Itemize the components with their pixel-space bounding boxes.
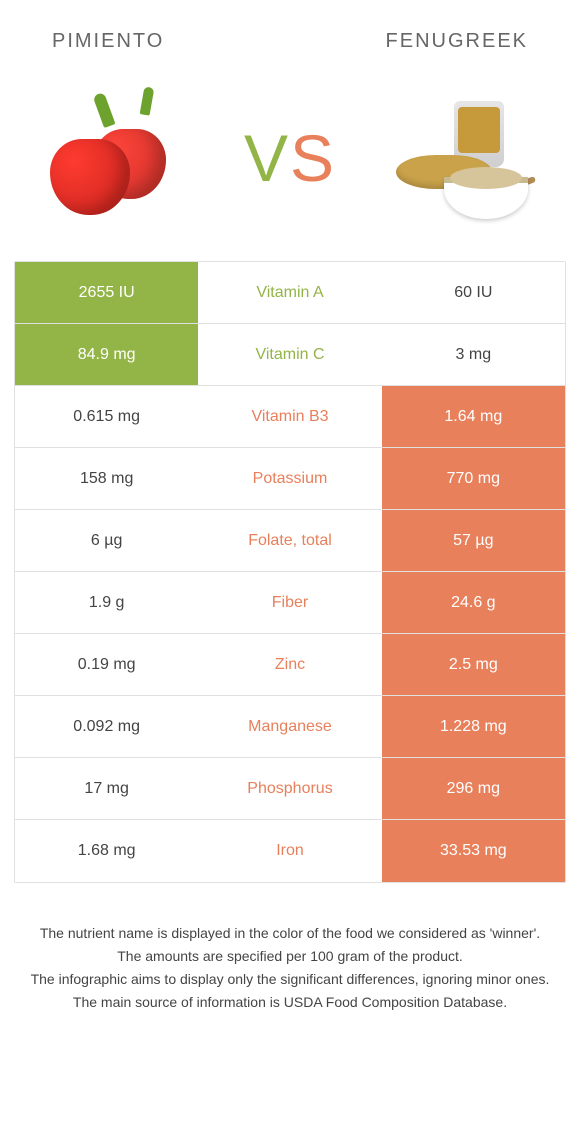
- left-value: 158 mg: [15, 448, 198, 509]
- table-row: 0.092 mgManganese1.228 mg: [15, 696, 565, 758]
- right-value: 1.228 mg: [382, 696, 565, 757]
- table-row: 0.615 mgVitamin B31.64 mg: [15, 386, 565, 448]
- table-row: 158 mgPotassium770 mg: [15, 448, 565, 510]
- right-value: 770 mg: [382, 448, 565, 509]
- right-value: 2.5 mg: [382, 634, 565, 695]
- table-row: 1.68 mgIron33.53 mg: [15, 820, 565, 882]
- footer-line: The nutrient name is displayed in the co…: [18, 923, 562, 944]
- table-row: 6 µgFolate, total57 µg: [15, 510, 565, 572]
- nutrient-name: Potassium: [198, 448, 381, 509]
- footer-notes: The nutrient name is displayed in the co…: [0, 883, 580, 1013]
- right-value: 296 mg: [382, 758, 565, 819]
- nutrient-name: Vitamin C: [198, 324, 381, 385]
- left-value: 1.68 mg: [15, 820, 198, 882]
- right-value: 24.6 g: [382, 572, 565, 633]
- pimiento-image: [38, 83, 188, 233]
- comparison-table: 2655 IUVitamin A60 IU84.9 mgVitamin C3 m…: [14, 261, 566, 883]
- right-value: 1.64 mg: [382, 386, 565, 447]
- right-value: 3 mg: [382, 324, 565, 385]
- left-value: 1.9 g: [15, 572, 198, 633]
- nutrient-name: Zinc: [198, 634, 381, 695]
- table-row: 17 mgPhosphorus296 mg: [15, 758, 565, 820]
- fenugreek-image: [392, 83, 542, 233]
- header: Pimiento Fenugreek: [0, 0, 580, 63]
- nutrient-name: Manganese: [198, 696, 381, 757]
- footer-line: The infographic aims to display only the…: [18, 969, 562, 990]
- nutrient-name: Phosphorus: [198, 758, 381, 819]
- food-right-name: Fenugreek: [386, 30, 528, 53]
- table-row: 84.9 mgVitamin C3 mg: [15, 324, 565, 386]
- nutrient-name: Fiber: [198, 572, 381, 633]
- right-value: 33.53 mg: [382, 820, 565, 882]
- left-value: 6 µg: [15, 510, 198, 571]
- left-value: 17 mg: [15, 758, 198, 819]
- nutrient-name: Folate, total: [198, 510, 381, 571]
- nutrient-name: Vitamin A: [198, 262, 381, 323]
- table-row: 2655 IUVitamin A60 IU: [15, 262, 565, 324]
- nutrient-name: Iron: [198, 820, 381, 882]
- left-value: 84.9 mg: [15, 324, 198, 385]
- right-value: 57 µg: [382, 510, 565, 571]
- hero-row: VS: [0, 63, 580, 251]
- footer-line: The main source of information is USDA F…: [18, 992, 562, 1013]
- food-left-name: Pimiento: [52, 30, 164, 53]
- right-value: 60 IU: [382, 262, 565, 323]
- left-value: 0.615 mg: [15, 386, 198, 447]
- table-row: 1.9 gFiber24.6 g: [15, 572, 565, 634]
- table-row: 0.19 mgZinc2.5 mg: [15, 634, 565, 696]
- vs-label: VS: [244, 120, 336, 196]
- footer-line: The amounts are specified per 100 gram o…: [18, 946, 562, 967]
- left-value: 0.19 mg: [15, 634, 198, 695]
- left-value: 0.092 mg: [15, 696, 198, 757]
- left-value: 2655 IU: [15, 262, 198, 323]
- nutrient-name: Vitamin B3: [198, 386, 381, 447]
